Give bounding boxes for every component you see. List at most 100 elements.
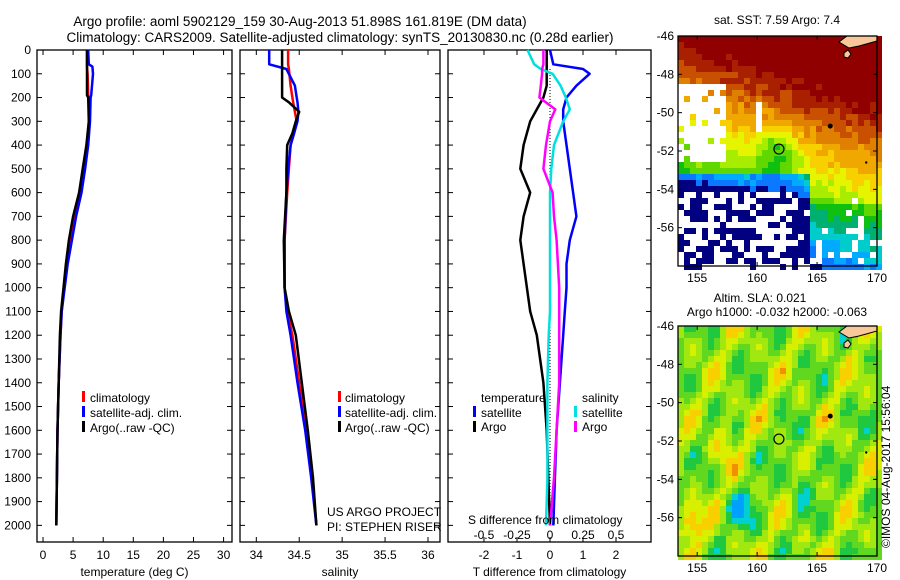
map-cell <box>702 494 708 500</box>
map-cell <box>846 120 852 126</box>
map-cell <box>804 258 810 264</box>
map-cell <box>834 264 840 270</box>
map-cell <box>816 84 822 90</box>
map-cell <box>816 132 822 138</box>
map-cell <box>780 416 786 422</box>
map-cell <box>798 186 804 192</box>
x-axis-label: salinity <box>322 565 359 579</box>
map-cell <box>804 350 810 356</box>
map-cell <box>864 344 870 350</box>
map-cell <box>684 66 690 72</box>
map-cell <box>720 548 726 554</box>
map-cell <box>750 500 756 506</box>
map-cell <box>684 476 690 482</box>
map-cell <box>822 332 828 338</box>
legend-label: Argo <box>582 420 608 434</box>
map-cell <box>690 350 696 356</box>
map-cell <box>846 78 852 84</box>
map-cell <box>834 380 840 386</box>
map-cell <box>780 518 786 524</box>
map-cell <box>702 162 708 168</box>
map-cell <box>702 470 708 476</box>
map-cell <box>876 440 882 446</box>
map-cell <box>750 392 756 398</box>
map-cell <box>780 102 786 108</box>
map-cell <box>696 210 702 216</box>
map-cell <box>828 180 834 186</box>
map-cell <box>768 422 774 428</box>
map-cell <box>762 428 768 434</box>
map-cell <box>756 246 762 252</box>
map-cell <box>858 240 864 246</box>
map-cell <box>732 380 738 386</box>
map-cell <box>762 60 768 66</box>
map-cell <box>792 216 798 222</box>
map-cell <box>810 350 816 356</box>
map-cell <box>780 410 786 416</box>
map-cell <box>792 78 798 84</box>
map-cell <box>798 512 804 518</box>
sla-map: 155 160 165 170-46-48-50-52-54-56 <box>657 319 888 575</box>
map-cell <box>726 554 732 560</box>
map-cell <box>810 72 816 78</box>
map-cell <box>678 422 684 428</box>
map-cell <box>834 518 840 524</box>
map-cell <box>738 392 744 398</box>
map-cell <box>822 362 828 368</box>
map-cell <box>822 210 828 216</box>
map-cell <box>876 536 882 542</box>
map-cell <box>792 392 798 398</box>
map-cell <box>816 482 822 488</box>
map-cell <box>816 48 822 54</box>
map-cell <box>714 542 720 548</box>
map-cell <box>678 180 684 186</box>
map-cell <box>858 464 864 470</box>
map-cell <box>810 144 816 150</box>
map-cell <box>702 60 708 66</box>
legend-label: satellite-adj. clim. <box>345 406 437 420</box>
map-cell <box>678 440 684 446</box>
map-cell <box>798 536 804 542</box>
map-cell <box>714 500 720 506</box>
map-cell <box>690 416 696 422</box>
map-cell <box>720 234 726 240</box>
map-cell <box>858 422 864 428</box>
map-cell <box>696 476 702 482</box>
map-cell <box>780 90 786 96</box>
map-cell <box>840 422 846 428</box>
legend-swatch-argo <box>338 421 341 432</box>
map-cell <box>846 204 852 210</box>
map-cell <box>810 338 816 344</box>
map-cell <box>738 476 744 482</box>
map-cell <box>690 78 696 84</box>
map-cell <box>780 392 786 398</box>
map-cell <box>750 350 756 356</box>
map-cell <box>822 180 828 186</box>
map-cell <box>726 96 732 102</box>
map-cell <box>834 440 840 446</box>
map-cell <box>828 404 834 410</box>
map-cell <box>780 60 786 66</box>
map-cell <box>756 150 762 156</box>
map-cell <box>690 180 696 186</box>
map-cell <box>846 150 852 156</box>
map-cell <box>852 374 858 380</box>
map-cell <box>798 470 804 476</box>
map-cell <box>846 222 852 228</box>
map-cell <box>750 132 756 138</box>
map-cell <box>786 410 792 416</box>
map-cell <box>738 168 744 174</box>
legend-label: climatology <box>90 391 150 405</box>
map-cell <box>852 90 858 96</box>
map-cell <box>786 452 792 458</box>
map-cell <box>690 530 696 536</box>
map-cell <box>798 114 804 120</box>
map-cell <box>822 368 828 374</box>
map-cell <box>840 494 846 500</box>
map-cell <box>858 524 864 530</box>
map-cell <box>678 380 684 386</box>
map-cell <box>684 392 690 398</box>
map-cell <box>756 392 762 398</box>
map-cell <box>786 512 792 518</box>
map-cell <box>768 542 774 548</box>
